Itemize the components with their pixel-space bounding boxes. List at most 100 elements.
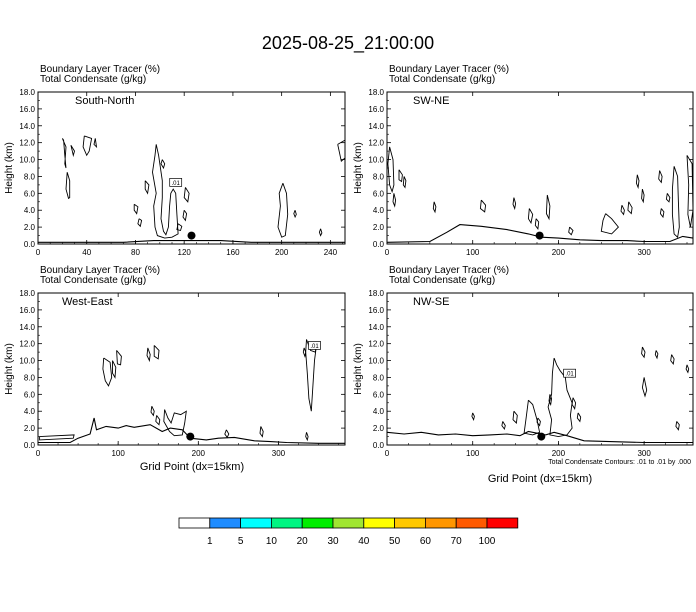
panel1-contour-12 bbox=[176, 223, 183, 232]
panel3-contour-12 bbox=[305, 339, 318, 412]
panel1-contour-16 bbox=[318, 228, 323, 237]
colorbar-swatch bbox=[486, 517, 519, 529]
panel3-ytick-label: 18.0 bbox=[19, 289, 35, 298]
panel1-ytick-label: 0.0 bbox=[24, 240, 36, 249]
panel1-xtick-label: 0 bbox=[36, 248, 41, 257]
panel2-contour-7 bbox=[512, 197, 517, 211]
panel1-plot: .01 0.0 2.0 4.0 6.0 8.0 10.0 12.0 14.0 16.0 18.0 0 4… bbox=[19, 88, 346, 257]
panel4-contour-6 bbox=[536, 417, 541, 427]
panel4-ytick-label: 14.0 bbox=[368, 323, 384, 332]
colorbar: 1 5 10 20 30 40 50 60 70 100 bbox=[178, 517, 519, 547]
panel4-contour-13 bbox=[670, 354, 675, 365]
panel3-ytick-label: 0.0 bbox=[24, 441, 36, 450]
panel1-contour-label-text: .01 bbox=[172, 181, 181, 187]
panel2-contour-5 bbox=[432, 201, 437, 214]
colorbar-swatch bbox=[332, 517, 365, 529]
panel2-ytick-label: 0.0 bbox=[373, 240, 385, 249]
panel1-location-marker bbox=[187, 231, 196, 240]
panel2-ytick-label: 8.0 bbox=[373, 172, 385, 181]
panel2-contour-8 bbox=[527, 208, 534, 225]
panel1-xtick-label: 120 bbox=[178, 248, 192, 257]
panel3-header-line2: Total Condensate (g/kg) bbox=[40, 275, 146, 286]
panel4-x-axis-title: Grid Point (dx=15km) bbox=[488, 473, 592, 485]
panel3-ytick-label: 4.0 bbox=[24, 407, 36, 416]
panel4-ytick-label: 6.0 bbox=[373, 390, 385, 399]
panel3-contour-3 bbox=[112, 360, 117, 379]
panel4-contour-2 bbox=[548, 394, 553, 406]
panel3-contour-5 bbox=[146, 347, 151, 363]
panel1-contour-9 bbox=[137, 218, 143, 228]
panel4-contour-15 bbox=[675, 421, 680, 431]
panel2-contour-2 bbox=[392, 193, 397, 208]
panel1-contour-17 bbox=[337, 139, 346, 163]
panel4-contour-12 bbox=[641, 377, 648, 398]
panel4-contour-label: .01 bbox=[563, 368, 576, 378]
panel2-header-line1: Boundary Layer Tracer (%) bbox=[389, 64, 509, 75]
colorbar-swatch bbox=[270, 517, 303, 529]
panel2-plot: 0.0 2.0 4.0 6.0 8.0 10.0 12.0 14.0 16.0 18.0 0 100 2… bbox=[368, 88, 694, 257]
colorbar-swatch bbox=[301, 517, 334, 529]
panel1-contour-1 bbox=[61, 138, 67, 169]
colorbar-label: 100 bbox=[479, 536, 496, 547]
panel4-contour-10 bbox=[641, 346, 646, 359]
colorbar-label: 30 bbox=[327, 536, 339, 547]
panel3-contour-1 bbox=[39, 434, 75, 441]
panel2-y-axis-title: Height (km) bbox=[353, 142, 364, 194]
colorbar-label: 1 bbox=[207, 536, 213, 547]
panel2-contour-18 bbox=[686, 155, 694, 228]
colorbar-label: 60 bbox=[420, 536, 432, 547]
panel3-contour-7 bbox=[150, 406, 155, 417]
panel4-ytick-label: 8.0 bbox=[373, 373, 385, 382]
panel1-contour-13 bbox=[160, 159, 166, 170]
panel3-xtick-label: 100 bbox=[111, 449, 125, 458]
panel2-contour-21 bbox=[659, 208, 665, 219]
panel4-ytick-label: 2.0 bbox=[373, 424, 385, 433]
panel1-section-label: South-North bbox=[75, 95, 134, 107]
panel1-contour-6 bbox=[152, 144, 179, 239]
panel3-xtick-label: 300 bbox=[272, 449, 286, 458]
panel3-header-line1: Boundary Layer Tracer (%) bbox=[40, 265, 160, 276]
panel4-contour-11 bbox=[654, 350, 659, 360]
panel2-contour-13 bbox=[620, 204, 625, 216]
panel1-contour-11 bbox=[182, 209, 188, 222]
panel4-location-marker bbox=[537, 432, 546, 441]
panel2-ytick-label: 14.0 bbox=[368, 122, 384, 131]
panel2-xtick-label: 300 bbox=[637, 248, 651, 257]
panel1-ytick-label: 2.0 bbox=[24, 223, 36, 232]
panel3-contour-13 bbox=[302, 347, 307, 358]
panel2-section-label: SW-NE bbox=[413, 95, 449, 107]
panel2-ytick-label: 6.0 bbox=[373, 189, 385, 198]
panel2-contour-11 bbox=[568, 226, 574, 236]
figure-title: 2025-08-25_21:00:00 bbox=[262, 33, 434, 54]
colorbar-swatch bbox=[394, 517, 426, 529]
panel4-y-axis-title: Height (km) bbox=[353, 343, 364, 395]
panel4-contour-5 bbox=[501, 421, 506, 431]
panel3-contour-10 bbox=[224, 429, 230, 439]
panel4-contour-8 bbox=[576, 412, 582, 423]
colorbar-swatch bbox=[455, 517, 488, 529]
panel3-ytick-label: 2.0 bbox=[24, 424, 36, 433]
panel1-contour-7 bbox=[144, 180, 150, 195]
panel1-terrain-line bbox=[38, 240, 345, 243]
panel4-contour-4 bbox=[512, 410, 518, 424]
colorbar-swatch bbox=[363, 517, 395, 529]
panel2-header-line2: Total Condensate (g/kg) bbox=[389, 74, 495, 85]
panel3-ytick-label: 10.0 bbox=[19, 357, 35, 366]
panel2-contour-4 bbox=[402, 176, 407, 189]
panel2-ytick-label: 4.0 bbox=[373, 206, 385, 215]
panel2-contour-3 bbox=[398, 169, 403, 183]
panel3-contour-9 bbox=[155, 415, 161, 426]
panel3-contour-4 bbox=[116, 350, 122, 366]
panel4-contour-9 bbox=[471, 412, 475, 422]
panel3-section-label: West-East bbox=[62, 296, 113, 308]
panel1-xtick-label: 40 bbox=[82, 248, 91, 257]
panel2-contour-17 bbox=[671, 166, 680, 239]
panel3-contour-label: .01 bbox=[308, 341, 321, 350]
panel2-location-marker bbox=[535, 231, 544, 240]
panel4-contour-7 bbox=[571, 397, 577, 410]
panel2-terrain-line bbox=[386, 224, 694, 243]
panel1-ytick-label: 10.0 bbox=[19, 156, 35, 165]
panel4-xtick-label: 0 bbox=[385, 449, 390, 458]
panel1-contour-2 bbox=[70, 144, 75, 158]
